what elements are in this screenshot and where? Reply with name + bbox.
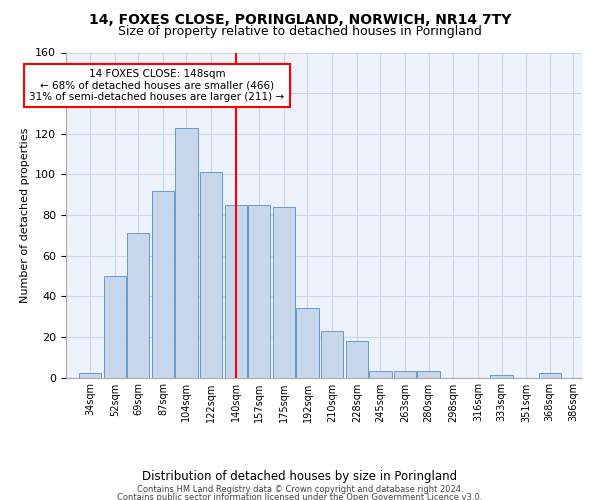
- Text: Size of property relative to detached houses in Poringland: Size of property relative to detached ho…: [118, 25, 482, 38]
- Text: 14, FOXES CLOSE, PORINGLAND, NORWICH, NR14 7TY: 14, FOXES CLOSE, PORINGLAND, NORWICH, NR…: [89, 12, 511, 26]
- Y-axis label: Number of detached properties: Number of detached properties: [20, 128, 29, 302]
- Bar: [321, 331, 343, 378]
- Bar: [369, 372, 392, 378]
- Bar: [248, 205, 271, 378]
- Bar: [104, 276, 126, 378]
- Bar: [490, 376, 512, 378]
- Bar: [175, 128, 197, 378]
- Bar: [225, 205, 247, 378]
- Bar: [346, 341, 368, 378]
- Bar: [296, 308, 319, 378]
- Text: Distribution of detached houses by size in Poringland: Distribution of detached houses by size …: [142, 470, 458, 483]
- Text: Contains HM Land Registry data © Crown copyright and database right 2024.: Contains HM Land Registry data © Crown c…: [137, 485, 463, 494]
- Bar: [273, 207, 295, 378]
- Text: 14 FOXES CLOSE: 148sqm
← 68% of detached houses are smaller (466)
31% of semi-de: 14 FOXES CLOSE: 148sqm ← 68% of detached…: [29, 68, 284, 102]
- Text: Contains public sector information licensed under the Open Government Licence v3: Contains public sector information licen…: [118, 492, 482, 500]
- Bar: [418, 372, 440, 378]
- Bar: [79, 374, 101, 378]
- Bar: [200, 172, 223, 378]
- Bar: [394, 372, 416, 378]
- Bar: [152, 190, 174, 378]
- Bar: [127, 234, 149, 378]
- Bar: [539, 374, 561, 378]
